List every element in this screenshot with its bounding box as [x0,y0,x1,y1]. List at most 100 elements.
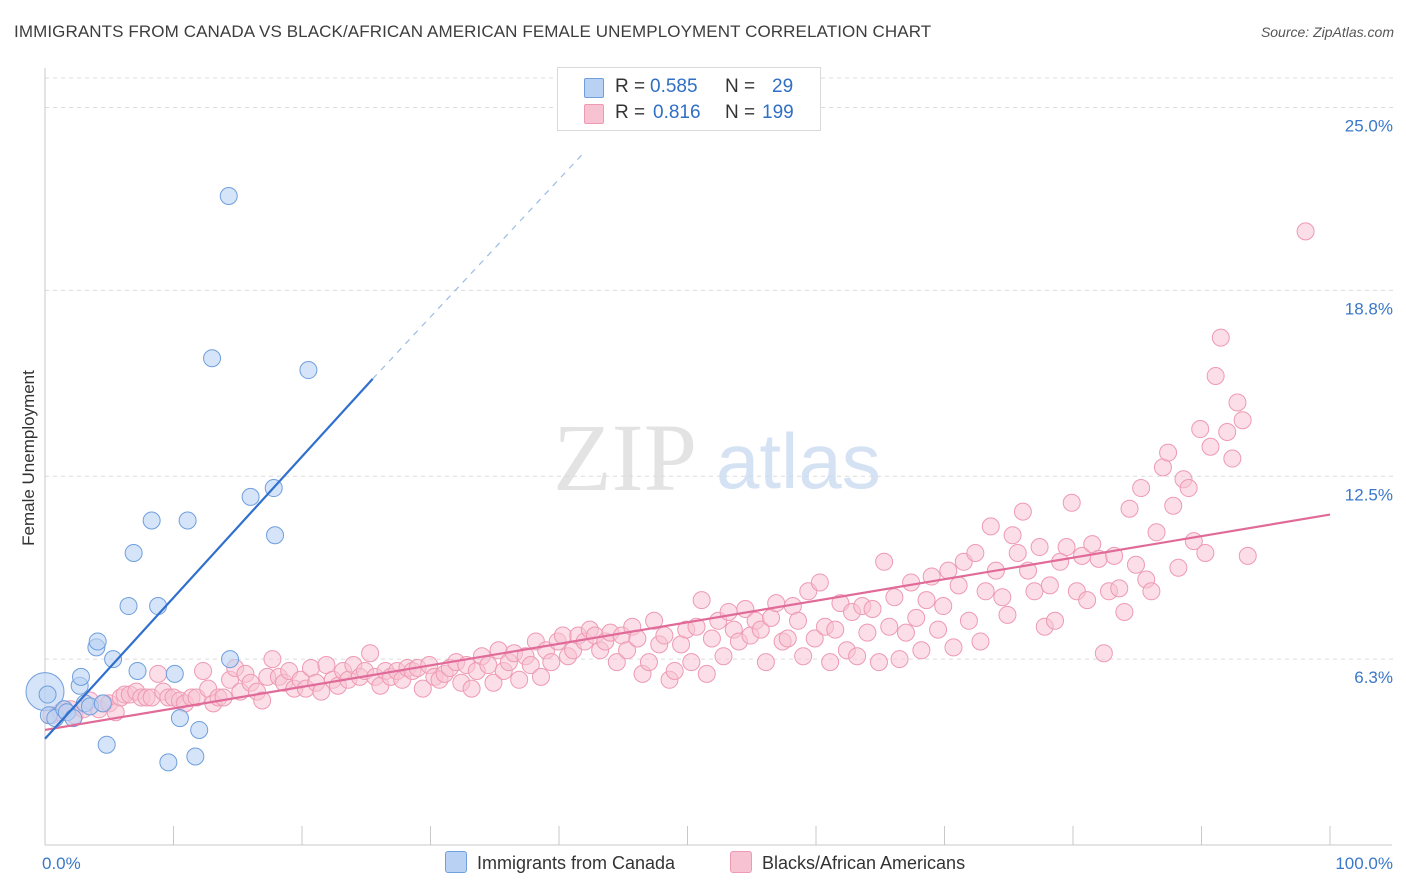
pink-point [655,626,674,645]
pink-point [697,664,716,683]
pink-point [607,653,626,672]
pink-point [645,611,664,630]
pink-point [1030,538,1049,557]
pink-point [510,670,529,689]
blue-point [38,685,57,704]
pink-point [789,611,808,630]
y-axis-title: Female Unemployment [19,370,38,546]
pink-point [1191,420,1210,439]
pink-point [917,591,936,610]
blue-point [97,735,116,754]
pink-point [1218,423,1237,441]
pink-point [479,656,498,675]
pink-point [1110,579,1129,598]
pink-point [993,588,1012,607]
trend-layer [44,151,1331,740]
blue-point [190,720,209,739]
pink-point [1115,602,1134,621]
pink-point [1296,222,1315,241]
pink-point [1223,449,1242,468]
pink-point [756,653,775,672]
pink-point [981,517,1000,536]
pink-point [214,688,233,707]
blue-point [104,650,123,669]
pink-point [944,638,963,657]
y-tick-label: 6.3% [1354,668,1393,687]
pink-point [149,664,168,683]
pink-point [934,597,953,616]
pink-point [863,600,882,618]
legend-swatch-blue [584,78,604,98]
pink-point [794,647,813,666]
legend-swatch-pink [584,104,604,124]
pink-point [542,653,561,672]
pink-point [751,620,770,639]
watermark: ZIP atlas [553,404,881,511]
pink-point [949,576,968,595]
pink-point [194,661,213,680]
pink-point [1120,499,1139,518]
blue-point [142,511,161,530]
bottom-legend-swatch-blue [445,851,467,873]
pink-point [1142,582,1161,601]
blue-point [165,664,184,683]
legend-r-value-blue: 0.585 [650,76,698,97]
watermark-zip: ZIP [553,404,697,511]
pink-points [42,222,1315,725]
pink-point [890,650,909,669]
legend-n-value-blue: 29 [772,76,794,97]
pink-point [1094,644,1113,663]
blue-point [93,694,112,713]
pink-point [263,650,282,669]
pink-point [1159,443,1178,462]
pink-point [1013,502,1032,521]
pink-point [1003,526,1022,545]
pink-point [998,605,1017,624]
blue-point [266,526,285,545]
legend-r-label: R = [615,76,646,97]
pink-point [1164,496,1183,515]
pink-point [1078,591,1097,610]
pink-point [1179,479,1198,498]
bottom-legend-label-blue: Immigrants from Canada [477,853,676,873]
bottom-legend-pink: Blacks/African Americans [730,851,965,874]
pink-point [971,632,990,651]
grid-layer [45,77,1395,660]
pink-point [1057,538,1076,557]
blue-trend-line [44,378,374,740]
blue-point [124,543,143,562]
y-tick-label: 25.0% [1345,117,1393,136]
blue-point [119,597,138,616]
bottom-legend-blue: Immigrants from Canada [445,851,675,874]
pink-point [1008,543,1027,562]
blue-point [299,361,318,380]
pink-point [521,656,540,675]
legend: R = 0.585 N = 29 R = 0.816 N = 199 [557,67,821,131]
pink-point [966,543,985,562]
pink-point [848,647,867,666]
bottom-legend-swatch-pink [730,851,752,873]
pink-point [976,582,995,601]
blue-point [221,650,240,669]
pink-point [1211,328,1230,347]
chart-title: IMMIGRANTS FROM CANADA VS BLACK/AFRICAN … [14,22,932,41]
pink-point [484,673,503,692]
pink-point [413,679,432,698]
pink-point [462,679,481,698]
blue-point [71,667,90,686]
blue-point [159,753,178,772]
pink-point [692,591,711,610]
pink-point [805,629,824,648]
pink-point [1206,366,1225,385]
pink-trend-line [44,513,1331,732]
bottom-legend-label-pink: Blacks/African Americans [762,853,966,873]
pink-point [1046,611,1065,630]
pink-point [1126,555,1145,574]
pink-point [1025,582,1044,601]
pink-point [1062,493,1081,512]
pink-point [253,691,272,710]
pink-point [810,573,829,592]
pink-point [778,629,797,648]
pink-point [902,573,921,592]
